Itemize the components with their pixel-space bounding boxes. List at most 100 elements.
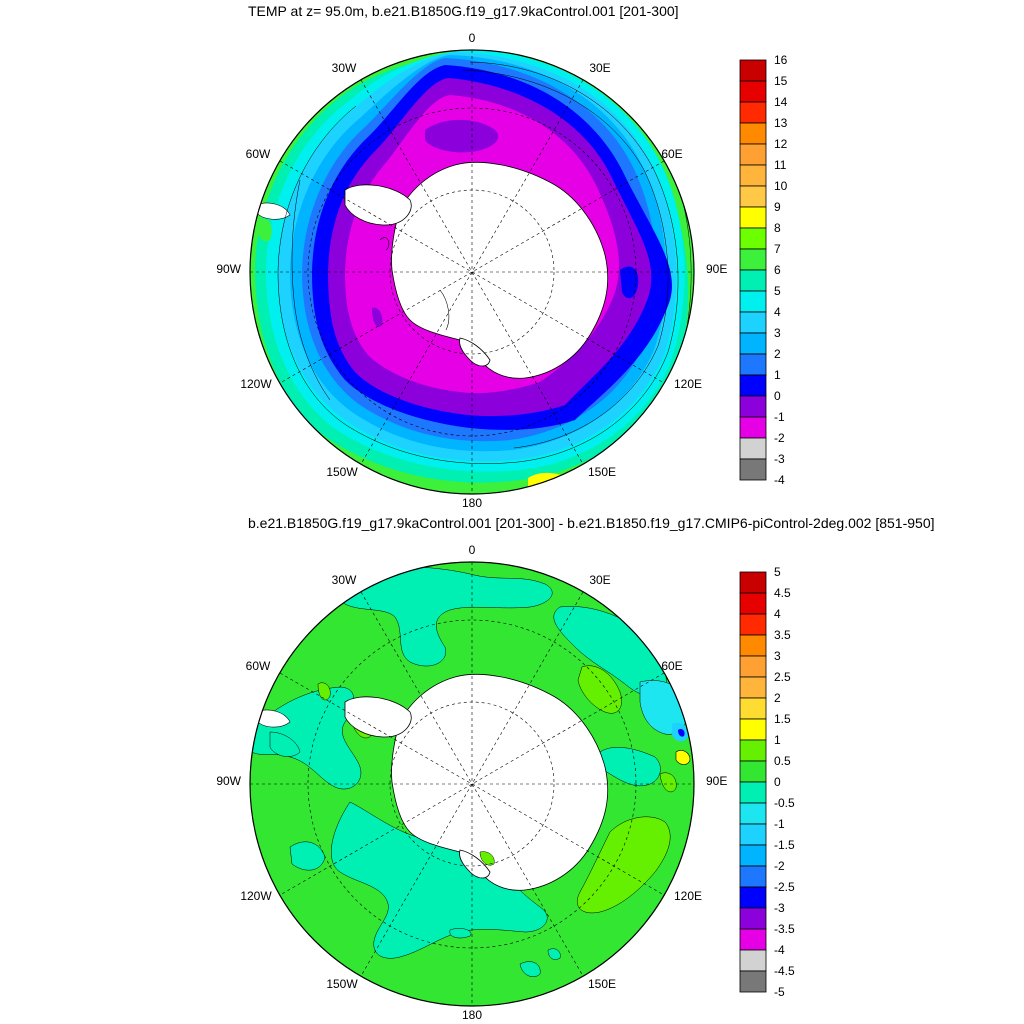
colorbar-swatch — [739, 739, 767, 762]
panel-2-title: b.e21.B1850G.f19_g17.9kaControl.001 [201… — [248, 515, 935, 531]
colorbar-swatch — [739, 886, 767, 909]
colorbar-tick-label: -4.5 — [774, 964, 795, 978]
colorbar-tick-label: 5 — [774, 565, 781, 579]
colorbar-tick-label: 16 — [774, 53, 788, 67]
longitude-label: 90E — [706, 262, 727, 276]
colorbar-swatch — [739, 970, 767, 993]
colorbar-tick-label: -4 — [774, 943, 785, 957]
colorbar-swatch — [739, 311, 767, 334]
colorbar-tick-label: 15 — [774, 74, 788, 88]
map-border — [249, 49, 695, 495]
colorbar-tick-label: 5 — [774, 284, 781, 298]
colorbar-swatch — [739, 353, 767, 376]
colorbar-tick-label: -2.5 — [774, 880, 795, 894]
colorbar-swatch — [739, 185, 767, 208]
longitude-label: 180 — [462, 1008, 482, 1022]
longitude-label: 0 — [469, 543, 476, 557]
colorbar-tick-label: -4 — [774, 473, 785, 487]
colorbar-swatch — [739, 844, 767, 867]
longitude-label: 60W — [246, 147, 271, 161]
colorbar-tick-label: -1.5 — [774, 838, 795, 852]
colorbar-swatch — [739, 592, 767, 615]
colorbar-tick-label: 7 — [774, 242, 781, 256]
colorbar-swatch — [739, 760, 767, 783]
longitude-label: 30E — [589, 573, 610, 587]
colorbar-swatch — [739, 571, 767, 594]
colorbar-swatch — [739, 613, 767, 636]
colorbar-swatch — [739, 143, 767, 166]
longitude-label: 90W — [216, 262, 241, 276]
map-graticule — [250, 562, 694, 1006]
colorbar-tick-label: 4 — [774, 305, 781, 319]
colorbar-swatch — [739, 949, 767, 972]
colorbar-swatch — [739, 59, 767, 82]
longitude-label: 120W — [240, 377, 272, 391]
colorbar-swatch — [739, 395, 767, 418]
colorbar-tick-label: 12 — [774, 137, 788, 151]
colorbar-swatch — [739, 101, 767, 124]
temperature-field — [250, 50, 694, 494]
difference-colorbar: 5 4.5 4 3.5 3 2.5 2 1.5 1 0.5 0 -0.5 -1 -1.5 -2 -2.5 -3 -… — [739, 565, 795, 999]
colorbar-tick-label: 11 — [774, 158, 787, 172]
colorbar-tick-label: -0.5 — [774, 796, 795, 810]
colorbar-tick-label: 10 — [774, 179, 788, 193]
colorbar-tick-label: 3.5 — [774, 628, 791, 642]
colorbar-tick-label: -2 — [774, 431, 785, 445]
longitude-label: 30W — [332, 573, 357, 587]
colorbar-tick-label: 1 — [774, 368, 781, 382]
longitude-labels: 0 30E 60E 90E 120E 150E 180 150W 120W 90W 60W 30W — [216, 31, 727, 510]
longitude-label: 90E — [706, 774, 727, 788]
colorbar-tick-label: -3 — [774, 452, 785, 466]
longitude-label: 120E — [674, 889, 702, 903]
longitude-label: 60E — [661, 659, 682, 673]
colorbar-tick-label: 4 — [774, 607, 781, 621]
colorbar-swatch — [739, 718, 767, 741]
colorbar-tick-label: -5 — [774, 985, 785, 999]
longitude-label: 90W — [216, 774, 241, 788]
colorbar-tick-label: 9 — [774, 200, 781, 214]
colorbar-swatch — [739, 206, 767, 229]
colorbar-swatch — [739, 437, 767, 460]
colorbar-swatch — [739, 802, 767, 825]
longitude-label: 150E — [588, 977, 616, 991]
difference-polar-map: 0 30E 60E 90E 120E 150E 180 150W 120W 90W 60W 30W 5… — [216, 543, 795, 1022]
colorbar-tick-label: 8 — [774, 221, 781, 235]
colorbar-swatch — [739, 907, 767, 930]
longitude-label: 150E — [588, 465, 616, 479]
longitude-label: 30W — [332, 61, 357, 75]
colorbar-swatch — [739, 458, 767, 481]
longitude-label: 120E — [674, 377, 702, 391]
colorbar-tick-label: 2 — [774, 347, 781, 361]
map-border — [249, 561, 695, 1007]
colorbar-swatch — [739, 290, 767, 313]
colorbar-tick-label: -3 — [774, 901, 785, 915]
colorbar-swatch — [739, 227, 767, 250]
colorbar-tick-label: 14 — [774, 95, 788, 109]
panel-1-title: TEMP at z= 95.0m, b.e21.B1850G.f19_g17.9… — [248, 3, 679, 19]
colorbar-tick-label: 1.5 — [774, 712, 791, 726]
colorbar-tick-label: 3 — [774, 326, 781, 340]
colorbar-swatch — [739, 269, 767, 292]
colorbar-swatch — [739, 781, 767, 804]
colorbar-tick-label: 4.5 — [774, 586, 791, 600]
colorbar-tick-label: -1 — [774, 410, 785, 424]
colorbar-swatch — [739, 697, 767, 720]
colorbar-tick-label: 13 — [774, 116, 788, 130]
colorbar-swatch — [739, 122, 767, 145]
colorbar-swatch — [739, 80, 767, 103]
longitude-labels: 0 30E 60E 90E 120E 150E 180 150W 120W 90W 60W 30W — [216, 543, 727, 1022]
colorbar-swatch — [739, 634, 767, 657]
colorbar-swatch — [739, 676, 767, 699]
longitude-label: 180 — [462, 496, 482, 510]
longitude-label: 150W — [326, 977, 358, 991]
colorbar-swatch — [739, 374, 767, 397]
colorbar-tick-label: 3 — [774, 649, 781, 663]
colorbar-tick-label: -3.5 — [774, 922, 795, 936]
longitude-label: 0 — [469, 31, 476, 45]
longitude-label: 30E — [589, 61, 610, 75]
colorbar-tick-label: 2.5 — [774, 670, 791, 684]
colorbar-swatch — [739, 332, 767, 355]
colorbar-tick-label: -1 — [774, 817, 785, 831]
